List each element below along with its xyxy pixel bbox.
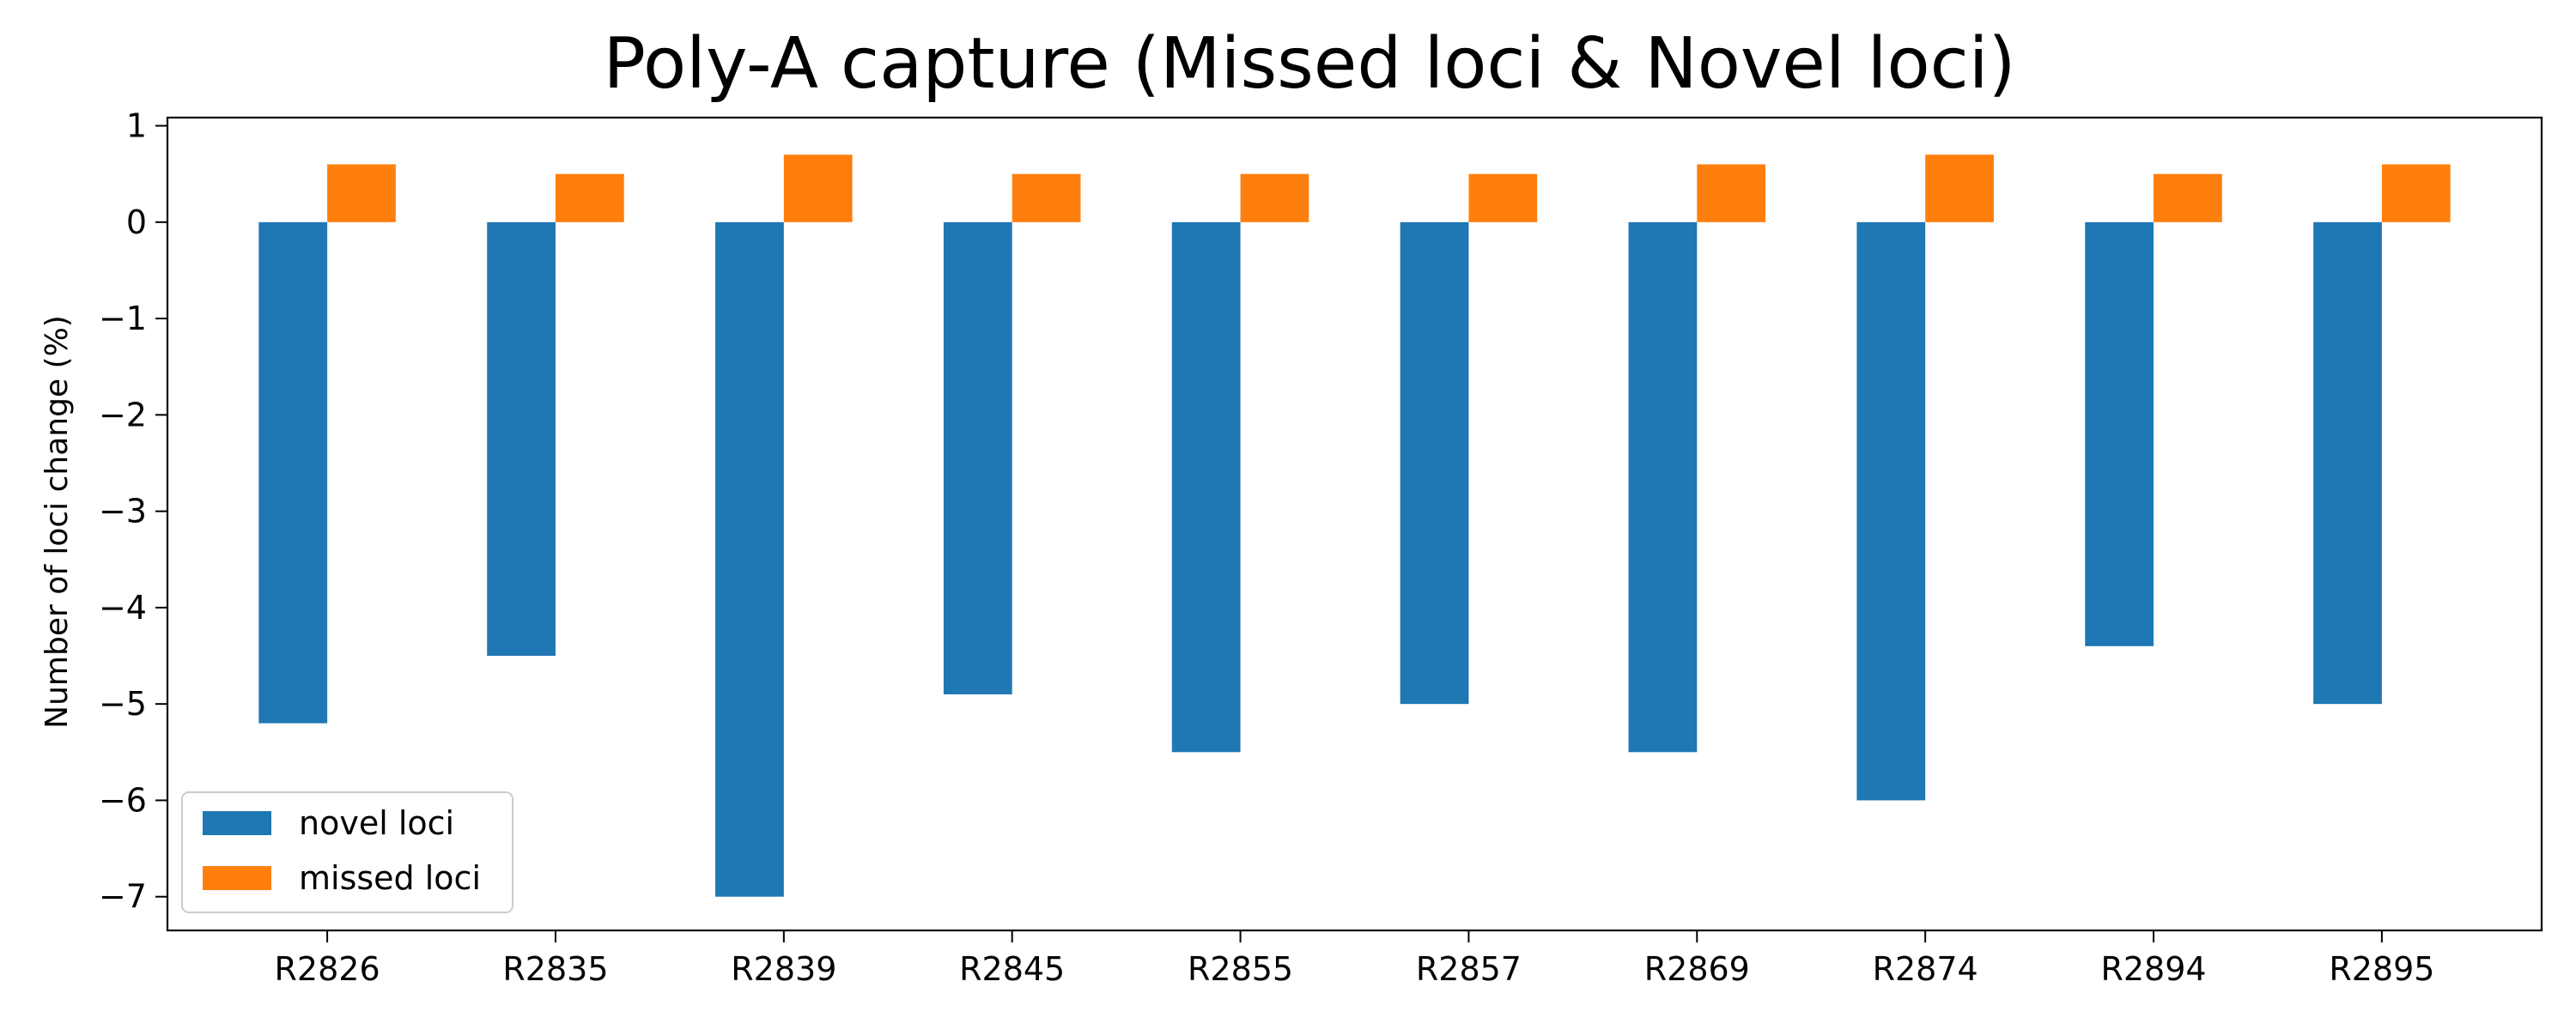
bar-novel-loci-R2835 bbox=[487, 221, 556, 657]
bar-missed-loci-R2835 bbox=[555, 173, 624, 222]
bar-missed-loci-R2839 bbox=[783, 154, 853, 222]
bar-novel-loci-R2895 bbox=[2313, 221, 2382, 705]
y-tick-label: 1 bbox=[126, 107, 147, 145]
bar-novel-loci-R2855 bbox=[1171, 221, 1241, 753]
plot-frame bbox=[166, 116, 2543, 932]
bar-missed-loci-R2857 bbox=[1468, 173, 1538, 222]
y-axis: 1 0 −1 −2 −3 −4 −5 −6 −7 bbox=[99, 107, 167, 916]
bar-novel-loci-R2857 bbox=[1400, 221, 1469, 705]
x-tick-label: R2857 bbox=[1416, 950, 1522, 988]
x-tick-label: R2839 bbox=[731, 950, 836, 988]
x-axis: R2826 R2835 R2839 R2845 R2855 R2857 R2869 R2874… bbox=[275, 930, 2434, 988]
x-tick-label: R2874 bbox=[1873, 950, 1978, 988]
bars-group bbox=[258, 154, 2451, 897]
y-tick-label: −3 bbox=[99, 493, 147, 530]
x-tick-label: R2826 bbox=[275, 950, 380, 988]
y-tick-label: −5 bbox=[99, 685, 147, 723]
x-tick-label: R2845 bbox=[959, 950, 1065, 988]
bar-missed-loci-R2869 bbox=[1697, 164, 1766, 222]
bar-novel-loci-R2826 bbox=[258, 221, 328, 724]
bar-novel-loci-R2839 bbox=[715, 221, 784, 897]
bar-missed-loci-R2855 bbox=[1240, 173, 1309, 222]
bar-novel-loci-R2845 bbox=[943, 221, 1012, 694]
chart-title: Poly-A capture (Missed loci & Novel loci… bbox=[603, 23, 2015, 105]
x-tick-label: R2894 bbox=[2100, 950, 2206, 988]
y-tick-label: −1 bbox=[99, 300, 147, 337]
legend-swatch-novel-loci bbox=[203, 811, 271, 835]
bar-novel-loci-R2869 bbox=[1628, 221, 1698, 753]
y-tick-label: 0 bbox=[126, 203, 147, 241]
bar-missed-loci-R2826 bbox=[327, 164, 396, 222]
bar-missed-loci-R2845 bbox=[1012, 173, 1081, 222]
y-tick-label: −2 bbox=[99, 396, 147, 433]
legend-label-novel-loci: novel loci bbox=[299, 804, 454, 842]
y-tick-label: −7 bbox=[99, 878, 147, 916]
bar-novel-loci-R2894 bbox=[2085, 221, 2154, 646]
bar-novel-loci-R2874 bbox=[1856, 221, 1926, 801]
y-tick-label: −6 bbox=[99, 781, 147, 819]
y-axis-label: Number of loci change (%) bbox=[39, 315, 75, 729]
legend: novel loci missed loci bbox=[181, 791, 513, 913]
legend-label-missed-loci: missed loci bbox=[299, 859, 481, 897]
y-tick-label: −4 bbox=[99, 589, 147, 627]
x-tick-label: R2869 bbox=[1644, 950, 1750, 988]
x-tick-label: R2855 bbox=[1188, 950, 1293, 988]
legend-swatch-missed-loci bbox=[203, 866, 271, 890]
bar-missed-loci-R2895 bbox=[2381, 164, 2451, 222]
bar-missed-loci-R2874 bbox=[1925, 154, 1994, 222]
x-tick-label: R2835 bbox=[502, 950, 608, 988]
x-tick-label: R2895 bbox=[2329, 950, 2434, 988]
bar-missed-loci-R2894 bbox=[2154, 173, 2222, 222]
